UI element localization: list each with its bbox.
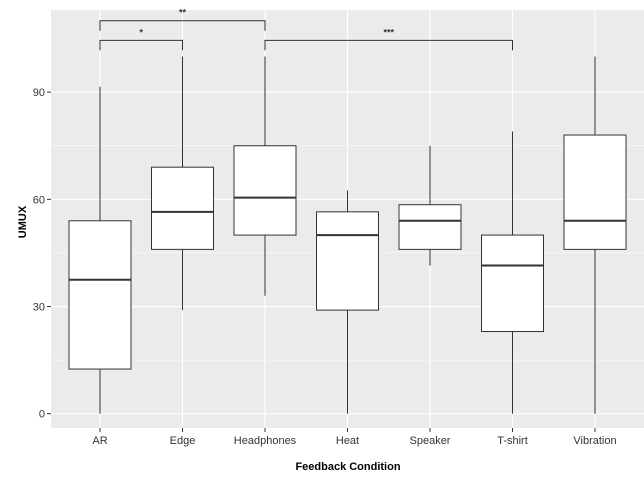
x-axis: AR Edge Headphones Heat Speaker T-shirt Vibrat… [92,428,617,447]
y-tick-label: 60 [33,194,45,206]
bracket-line [99,39,183,51]
interquartile-box [316,211,379,311]
significance-label: *** [383,27,394,37]
x-tick-label: Heat [336,435,359,447]
y-tick-label: 0 [39,409,45,421]
interquartile-box [68,220,132,370]
box-edge [151,56,214,311]
y-axis: 0 30 60 90 [33,87,51,421]
box-headphones [233,56,297,296]
interquartile-box [233,145,297,236]
x-tick-label: AR [92,435,107,447]
box-heat [316,190,379,414]
box-vibration [563,56,627,414]
y-tick-label: 30 [33,302,45,314]
significance-bracket: * [99,27,183,51]
y-axis-title: UMUX [17,205,29,238]
interquartile-box [398,204,462,250]
box-ar [68,86,132,414]
x-axis-title: Feedback Condition [295,461,400,473]
significance-bracket: *** [264,27,513,51]
interquartile-box [481,234,544,333]
bracket-line [99,20,266,31]
significance-bracket: ** [99,8,266,31]
interquartile-box [563,134,627,250]
x-tick-label: T-shirt [497,435,528,447]
y-tick-label: 90 [33,87,45,99]
significance-label: ** [179,8,187,18]
x-tick-label: Headphones [234,435,297,447]
box-t-shirt [481,131,544,414]
significance-label: * [139,27,143,37]
x-tick-label: Edge [170,435,196,447]
x-tick-label: Vibration [573,435,616,447]
box-speaker [398,145,462,266]
bracket-line [264,39,513,51]
x-tick-label: Speaker [410,435,451,447]
box-series [68,56,627,414]
interquartile-box [151,166,214,250]
significance-brackets: *** *** [99,8,513,51]
